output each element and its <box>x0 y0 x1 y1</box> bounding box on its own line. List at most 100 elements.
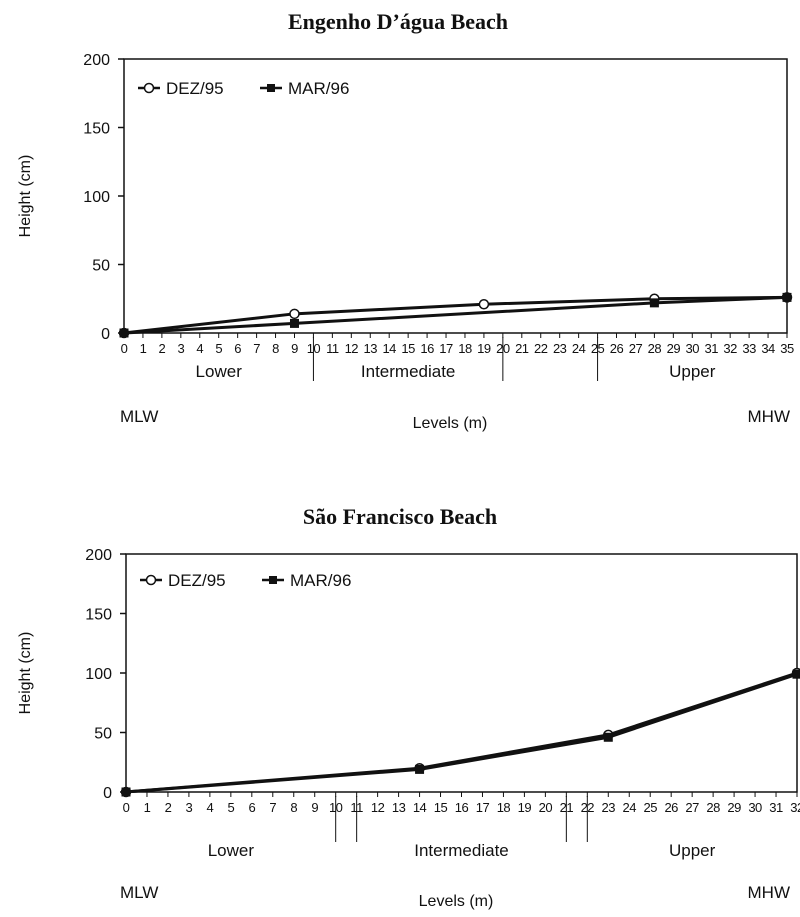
series-line <box>124 297 787 333</box>
zone-label: Lower <box>196 362 243 381</box>
x-tick-label: 6 <box>248 800 255 815</box>
x-tick-label: 8 <box>272 341 279 356</box>
x-tick-label: 3 <box>186 800 193 815</box>
x-tick-label: 5 <box>215 341 222 356</box>
x-tick-label: 11 <box>326 341 339 356</box>
y-tick-label: 100 <box>85 666 112 683</box>
x-tick-label: 0 <box>121 341 128 356</box>
x-tick-label: 15 <box>401 341 415 356</box>
x-tick-label: 17 <box>439 341 453 356</box>
y-tick-label: 0 <box>101 326 110 343</box>
x-tick-label: 16 <box>420 341 434 356</box>
x-tick-label: 2 <box>165 800 172 815</box>
x-tick-label: 28 <box>648 341 662 356</box>
x-tick-label: 12 <box>371 800 385 815</box>
x-tick-label: 19 <box>477 341 491 356</box>
x-tick-label: 32 <box>723 341 737 356</box>
legend-marker <box>267 84 275 92</box>
x-tick-label: 26 <box>664 800 678 815</box>
x-tick-label: 27 <box>629 341 643 356</box>
x-tick-label: 13 <box>392 800 406 815</box>
data-point <box>120 329 129 338</box>
legend-label: DEZ/95 <box>166 79 224 98</box>
y-axis-label: Height (cm) <box>17 632 34 715</box>
x-tick-label: 29 <box>667 341 681 356</box>
x-tick-label: 20 <box>539 800 553 815</box>
x-tick-label: 34 <box>761 341 775 356</box>
mlw-label: MLW <box>120 883 158 902</box>
x-tick-label: 4 <box>207 800 214 815</box>
zone-label: Upper <box>669 841 716 860</box>
x-tick-label: 22 <box>534 341 548 356</box>
x-tick-label: 28 <box>706 800 720 815</box>
y-tick-label: 150 <box>85 607 112 624</box>
legend-marker <box>269 576 277 584</box>
x-tick-label: 19 <box>518 800 532 815</box>
y-tick-label: 200 <box>85 547 112 564</box>
x-tick-label: 6 <box>234 341 241 356</box>
x-tick-label: 8 <box>290 800 297 815</box>
x-tick-label: 18 <box>497 800 511 815</box>
x-tick-label: 7 <box>269 800 276 815</box>
chart-title: São Francisco Beach <box>303 504 497 529</box>
x-tick-label: 31 <box>769 800 783 815</box>
x-tick-label: 12 <box>345 341 359 356</box>
legend-marker <box>147 576 156 585</box>
x-tick-label: 29 <box>727 800 741 815</box>
x-tick-label: 15 <box>434 800 448 815</box>
zone-label: Intermediate <box>361 362 456 381</box>
y-tick-label: 200 <box>83 52 110 69</box>
x-tick-label: 16 <box>455 800 469 815</box>
zone-label: Lower <box>208 841 255 860</box>
data-point <box>650 298 659 307</box>
x-tick-label: 27 <box>685 800 699 815</box>
legend-label: DEZ/95 <box>168 571 226 590</box>
x-axis-label: Levels (m) <box>419 893 494 910</box>
x-tick-label: 24 <box>623 800 637 815</box>
x-tick-label: 23 <box>602 800 616 815</box>
y-tick-label: 50 <box>94 726 112 743</box>
series-line <box>126 674 797 792</box>
x-tick-label: 35 <box>780 341 794 356</box>
x-tick-label: 30 <box>686 341 700 356</box>
x-tick-label: 24 <box>572 341 586 356</box>
x-tick-label: 0 <box>123 800 130 815</box>
x-tick-label: 26 <box>610 341 624 356</box>
x-tick-label: 14 <box>413 800 427 815</box>
x-tick-label: 18 <box>458 341 472 356</box>
x-tick-label: 7 <box>253 341 260 356</box>
y-tick-label: 50 <box>92 258 110 275</box>
y-tick-label: 0 <box>103 785 112 802</box>
x-tick-label: 31 <box>704 341 718 356</box>
legend-label: MAR/96 <box>288 79 349 98</box>
x-tick-label: 3 <box>177 341 184 356</box>
x-tick-label: 9 <box>311 800 318 815</box>
y-tick-label: 150 <box>83 121 110 138</box>
x-tick-label: 1 <box>144 800 151 815</box>
legend-label: MAR/96 <box>290 571 351 590</box>
data-point <box>290 319 299 328</box>
chart-title: Engenho D’água Beach <box>288 9 508 34</box>
y-axis-label: Height (cm) <box>17 155 34 238</box>
x-axis-label: Levels (m) <box>413 415 488 432</box>
mhw-label: MHW <box>748 883 790 902</box>
data-point <box>290 309 299 318</box>
x-tick-label: 32 <box>790 800 800 815</box>
x-tick-label: 21 <box>515 341 529 356</box>
data-point <box>479 300 488 309</box>
x-tick-label: 2 <box>159 341 166 356</box>
mlw-label: MLW <box>120 407 158 426</box>
zone-label: Upper <box>669 362 716 381</box>
y-tick-label: 100 <box>83 189 110 206</box>
series-line <box>126 673 797 792</box>
x-tick-label: 25 <box>643 800 657 815</box>
x-tick-label: 13 <box>364 341 378 356</box>
x-tick-label: 33 <box>742 341 756 356</box>
data-point <box>415 765 424 774</box>
data-point <box>783 293 792 302</box>
legend-marker <box>145 84 154 93</box>
data-point <box>122 788 131 797</box>
